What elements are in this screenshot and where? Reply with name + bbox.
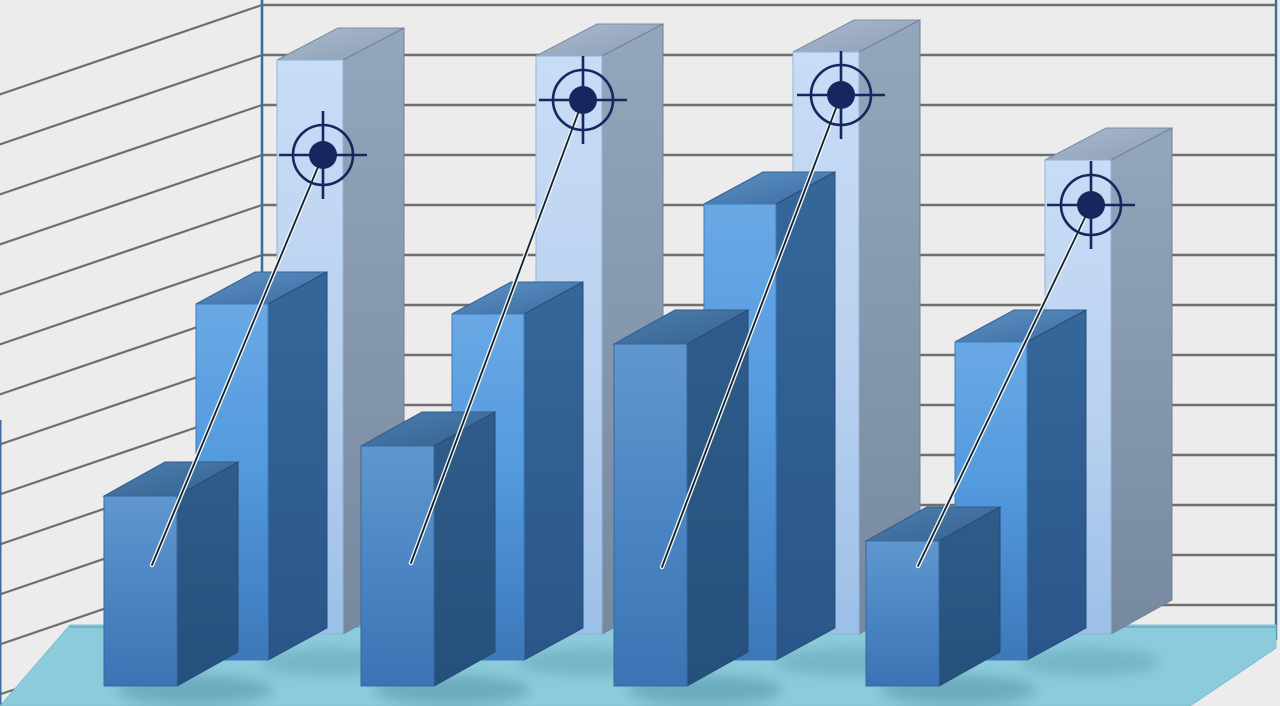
bar-side-face [433, 411, 496, 687]
pointer-line-1 [149, 152, 326, 568]
bar-front-face [865, 540, 940, 687]
bar-side-face [1026, 309, 1087, 661]
pointer-lines [149, 92, 1094, 570]
target-markers [279, 51, 1135, 249]
bar-front-1[interactable] [102, 461, 273, 705]
pointer-line-3 [659, 92, 844, 570]
crosshair-target-icon-2[interactable] [539, 56, 627, 144]
bar-side-face [523, 281, 584, 661]
bar-front-face [103, 495, 178, 687]
crosshair-target-icon-1[interactable] [279, 111, 367, 199]
bar-group-front-row [102, 309, 1036, 705]
bar-front-face [613, 343, 688, 687]
bar-front-2[interactable] [359, 411, 530, 705]
crosshair-target-icon-3[interactable] [797, 51, 885, 139]
pointer-line-2 [408, 97, 586, 566]
bar-side-face [176, 461, 239, 687]
bar-front-4[interactable] [864, 506, 1036, 705]
bar-side-face [267, 271, 328, 661]
bar-shadow [1020, 648, 1160, 676]
pointer-line-4 [915, 202, 1094, 569]
crosshair-target-icon-4[interactable] [1047, 161, 1135, 249]
bar-front-3[interactable] [612, 309, 783, 705]
bar-front-face [360, 445, 435, 687]
